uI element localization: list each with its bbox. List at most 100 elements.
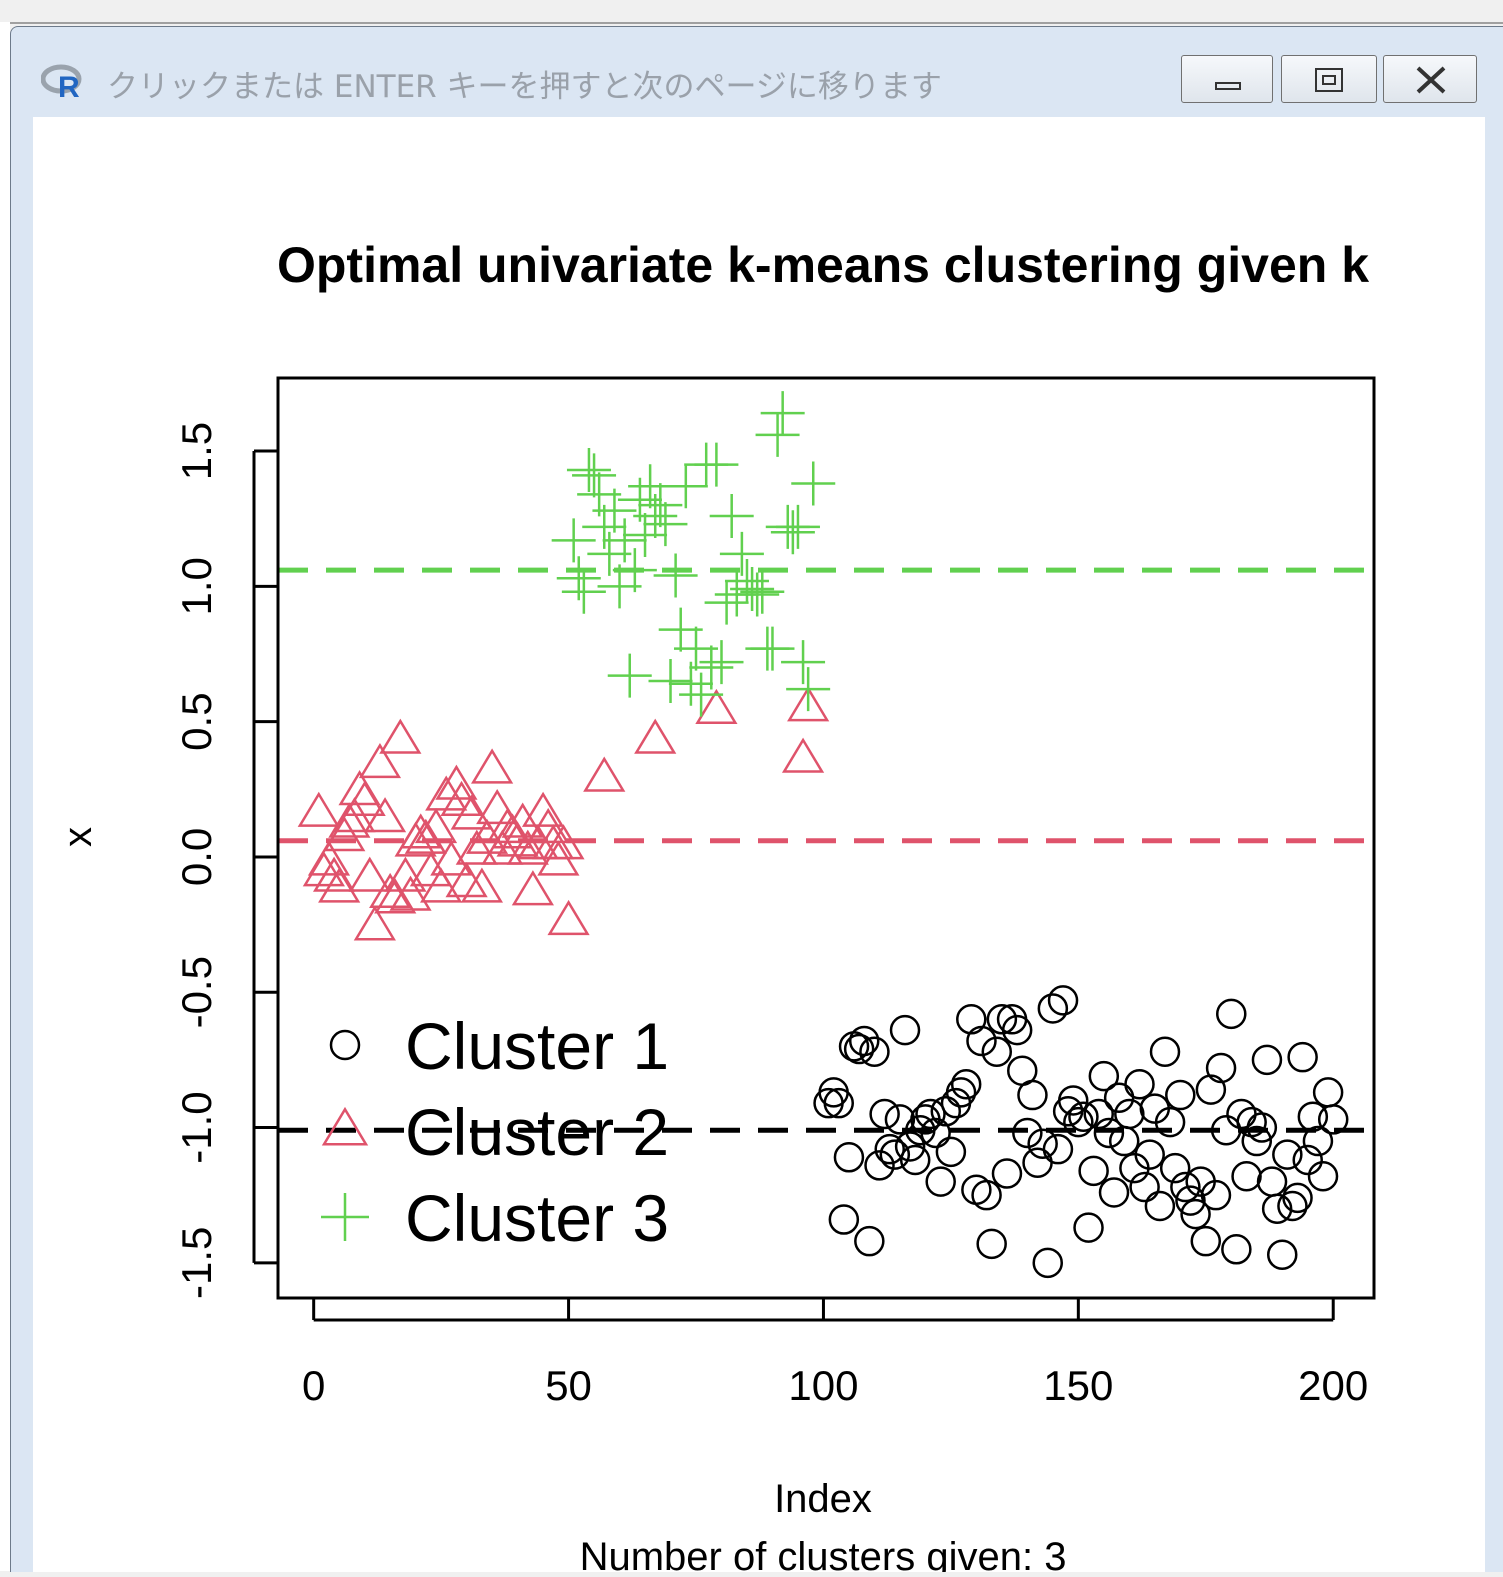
y-tick-label: -0.5 [173,956,220,1028]
data-point [889,1014,921,1046]
data-point [1200,1179,1232,1211]
data-point [623,512,668,557]
data-point [699,640,744,685]
x-tick-label: 0 [302,1362,325,1409]
data-point [1317,1104,1349,1135]
data-point [920,1117,951,1149]
scatter-chart: Optimal univariate k-means clustering gi… [56,237,1376,1577]
data-point [1093,1117,1125,1149]
data-point [476,788,519,825]
data-point [1063,1106,1094,1138]
x-tick-label: 100 [788,1362,858,1409]
data-point [791,461,836,506]
data-point [915,1098,946,1130]
data-point [1241,1125,1273,1157]
x-tick-label: 150 [1043,1362,1113,1409]
data-point [1068,1101,1099,1132]
data-point [945,1077,977,1108]
data-point [1022,1147,1053,1178]
window-titlebar[interactable]: R クリックまたは ENTER キーを押すと次のページに移ります [11,27,1503,115]
data-point [542,824,585,860]
legend-marker [329,1029,361,1061]
data-point [935,1136,967,1168]
data-point [1017,1079,1048,1111]
legend-label: Cluster 1 [405,1009,669,1083]
restore-button[interactable] [1281,55,1377,103]
data-point [1037,993,1069,1024]
data-point [1272,1139,1303,1170]
data-point [730,567,775,612]
data-point [612,548,657,593]
data-point [323,816,366,852]
data-point [460,867,504,903]
data-point [1134,1139,1165,1170]
y-tick-label: 0.0 [173,828,220,886]
data-point [501,802,544,838]
data-point [1149,1036,1181,1068]
data-point [1154,1106,1186,1138]
data-point [859,1036,890,1068]
data-point [511,870,554,906]
data-point [653,553,698,598]
data-point [1170,1171,1201,1203]
data-point [854,1225,885,1257]
data-point [566,448,611,492]
y-tick-label: 0.5 [173,692,220,750]
data-point [1047,985,1079,1016]
data-point [1307,1160,1339,1192]
data-point [643,502,688,547]
minimize-button[interactable] [1181,55,1273,103]
data-point [638,483,683,528]
data-point [414,807,458,844]
data-point [648,659,693,704]
y-tick-label: 1.5 [173,422,220,480]
data-point [348,856,391,892]
series-cluster-2 [297,686,830,941]
plot-area: Optimal univariate k-means clustering gi… [33,117,1485,1577]
data-point [1246,1112,1278,1143]
data-point [1312,1077,1344,1108]
data-point [735,572,780,617]
data-point [899,1144,931,1176]
data-point [1083,1098,1114,1130]
chart-subtitle: Number of clusters given: 3 [580,1535,1067,1572]
data-point [374,878,417,914]
data-point [384,856,427,892]
data-point [956,1004,987,1035]
data-point [694,442,739,487]
data-point [1124,1068,1155,1100]
data-point [353,905,396,941]
data-point [786,667,831,712]
data-point [925,1166,956,1197]
close-button[interactable] [1383,55,1477,103]
data-point [668,661,713,706]
data-point [583,756,626,792]
data-point [343,780,386,817]
data-point [1027,1128,1058,1160]
data-point [679,672,724,717]
data-point [704,580,749,625]
data-point [363,797,407,833]
data-point [740,569,785,614]
data-point [874,1133,905,1165]
data-point [1078,1155,1109,1187]
series-cluster-1 [813,985,1349,1279]
background-app-strip [0,0,1503,24]
data-point [884,1104,916,1135]
legend-label: Cluster 2 [405,1095,669,1169]
data-point [551,518,596,563]
data-point [1001,1014,1033,1046]
data-point [633,494,678,538]
data-point [1231,1160,1262,1192]
data-point [1205,1052,1237,1084]
data-point [781,640,826,685]
data-point [602,518,647,563]
data-point [1073,1212,1104,1243]
data-point [1144,1190,1176,1222]
data-point [828,1204,860,1235]
data-point [1256,1166,1288,1197]
data-point [1012,1117,1043,1149]
cluster-center-lines [278,567,1374,1133]
data-point [297,791,340,827]
data-point [848,1025,880,1057]
